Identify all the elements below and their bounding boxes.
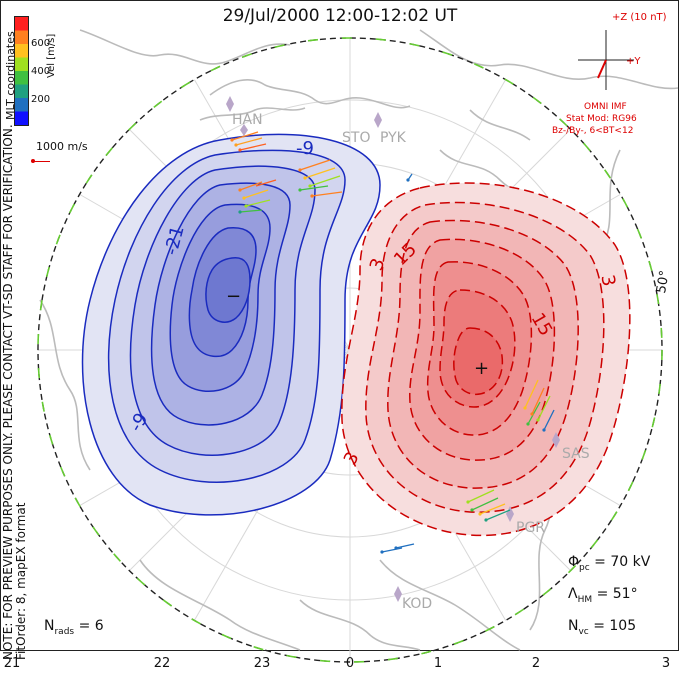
positive-potential-cell bbox=[341, 182, 631, 537]
potential-max-marker: + bbox=[474, 358, 490, 379]
station-sto: STO bbox=[342, 130, 371, 146]
stat-n-rads-value: = 6 bbox=[78, 618, 104, 634]
imf-source: OMNI IMF bbox=[584, 102, 627, 112]
stat-phi-pc-value: = 70 kV bbox=[594, 554, 651, 570]
mlt-label-21: 21 bbox=[3, 656, 21, 671]
stat-lambda-hm-value: = 51° bbox=[596, 586, 638, 602]
vector-group-kod bbox=[380, 173, 415, 554]
velocity-scale-line bbox=[34, 161, 50, 162]
potential-min-marker: − bbox=[226, 286, 242, 307]
imf-z-label: +Z (10 nT) bbox=[612, 12, 667, 23]
contour-label-neg-9-top: -9 bbox=[296, 138, 314, 159]
colorbar-tick-200: 200 bbox=[31, 94, 51, 105]
vector-group-pyk bbox=[238, 179, 277, 214]
imf-dial bbox=[578, 30, 634, 90]
stat-lambda-hm: ΛHM = 51° bbox=[568, 586, 638, 605]
negative-potential-cell bbox=[81, 133, 381, 516]
velocity-scale-label: 1000 m/s bbox=[36, 140, 88, 153]
colorbar-tick-600: 600 bbox=[31, 38, 51, 49]
plot-frame bbox=[0, 0, 679, 651]
station-han: HAN bbox=[232, 112, 263, 128]
vector-group-pgr bbox=[466, 489, 511, 522]
velocity-vectors bbox=[230, 131, 555, 554]
station-pyk: PYK bbox=[380, 130, 406, 146]
station-kod: KOD bbox=[402, 596, 433, 612]
station-sas: SAS bbox=[562, 446, 590, 462]
imf-model: Stat Mod: RG96 bbox=[566, 114, 637, 124]
imf-condition: Bz-/By-, 6<BT<12 bbox=[552, 126, 634, 136]
map-title: 29/Jul/2000 12:00-12:02 UT bbox=[222, 6, 458, 26]
vector-group-sas bbox=[523, 379, 555, 432]
colorbar-label: Vel [m/s] bbox=[46, 33, 57, 78]
stat-phi-pc: Φpc = 70 kV bbox=[568, 554, 651, 573]
stat-n-vc: Nvc = 105 bbox=[568, 618, 637, 637]
velocity-colorbar bbox=[14, 16, 29, 126]
mlt-label-2: 2 bbox=[531, 656, 541, 671]
station-pgr: PGR bbox=[516, 520, 546, 536]
mlt-label-3: 3 bbox=[661, 656, 671, 671]
colorbar-tick-400: 400 bbox=[31, 66, 51, 77]
mlt-label-22: 22 bbox=[153, 656, 171, 671]
mlt-label-23: 23 bbox=[253, 656, 271, 671]
imf-y-label: +Y bbox=[626, 56, 641, 67]
stat-n-vc-value: = 105 bbox=[593, 618, 637, 634]
velocity-scale-dot bbox=[31, 159, 35, 163]
vector-group-sto bbox=[298, 159, 343, 198]
coastlines bbox=[39, 29, 679, 651]
station-markers bbox=[226, 96, 560, 602]
mlt-label-1: 1 bbox=[433, 656, 443, 671]
vector-group-han bbox=[230, 131, 267, 152]
stat-n-rads: Nrads = 6 bbox=[44, 618, 104, 637]
mlt-label-0: 0 bbox=[345, 656, 355, 671]
hm-boundary bbox=[37, 37, 663, 663]
